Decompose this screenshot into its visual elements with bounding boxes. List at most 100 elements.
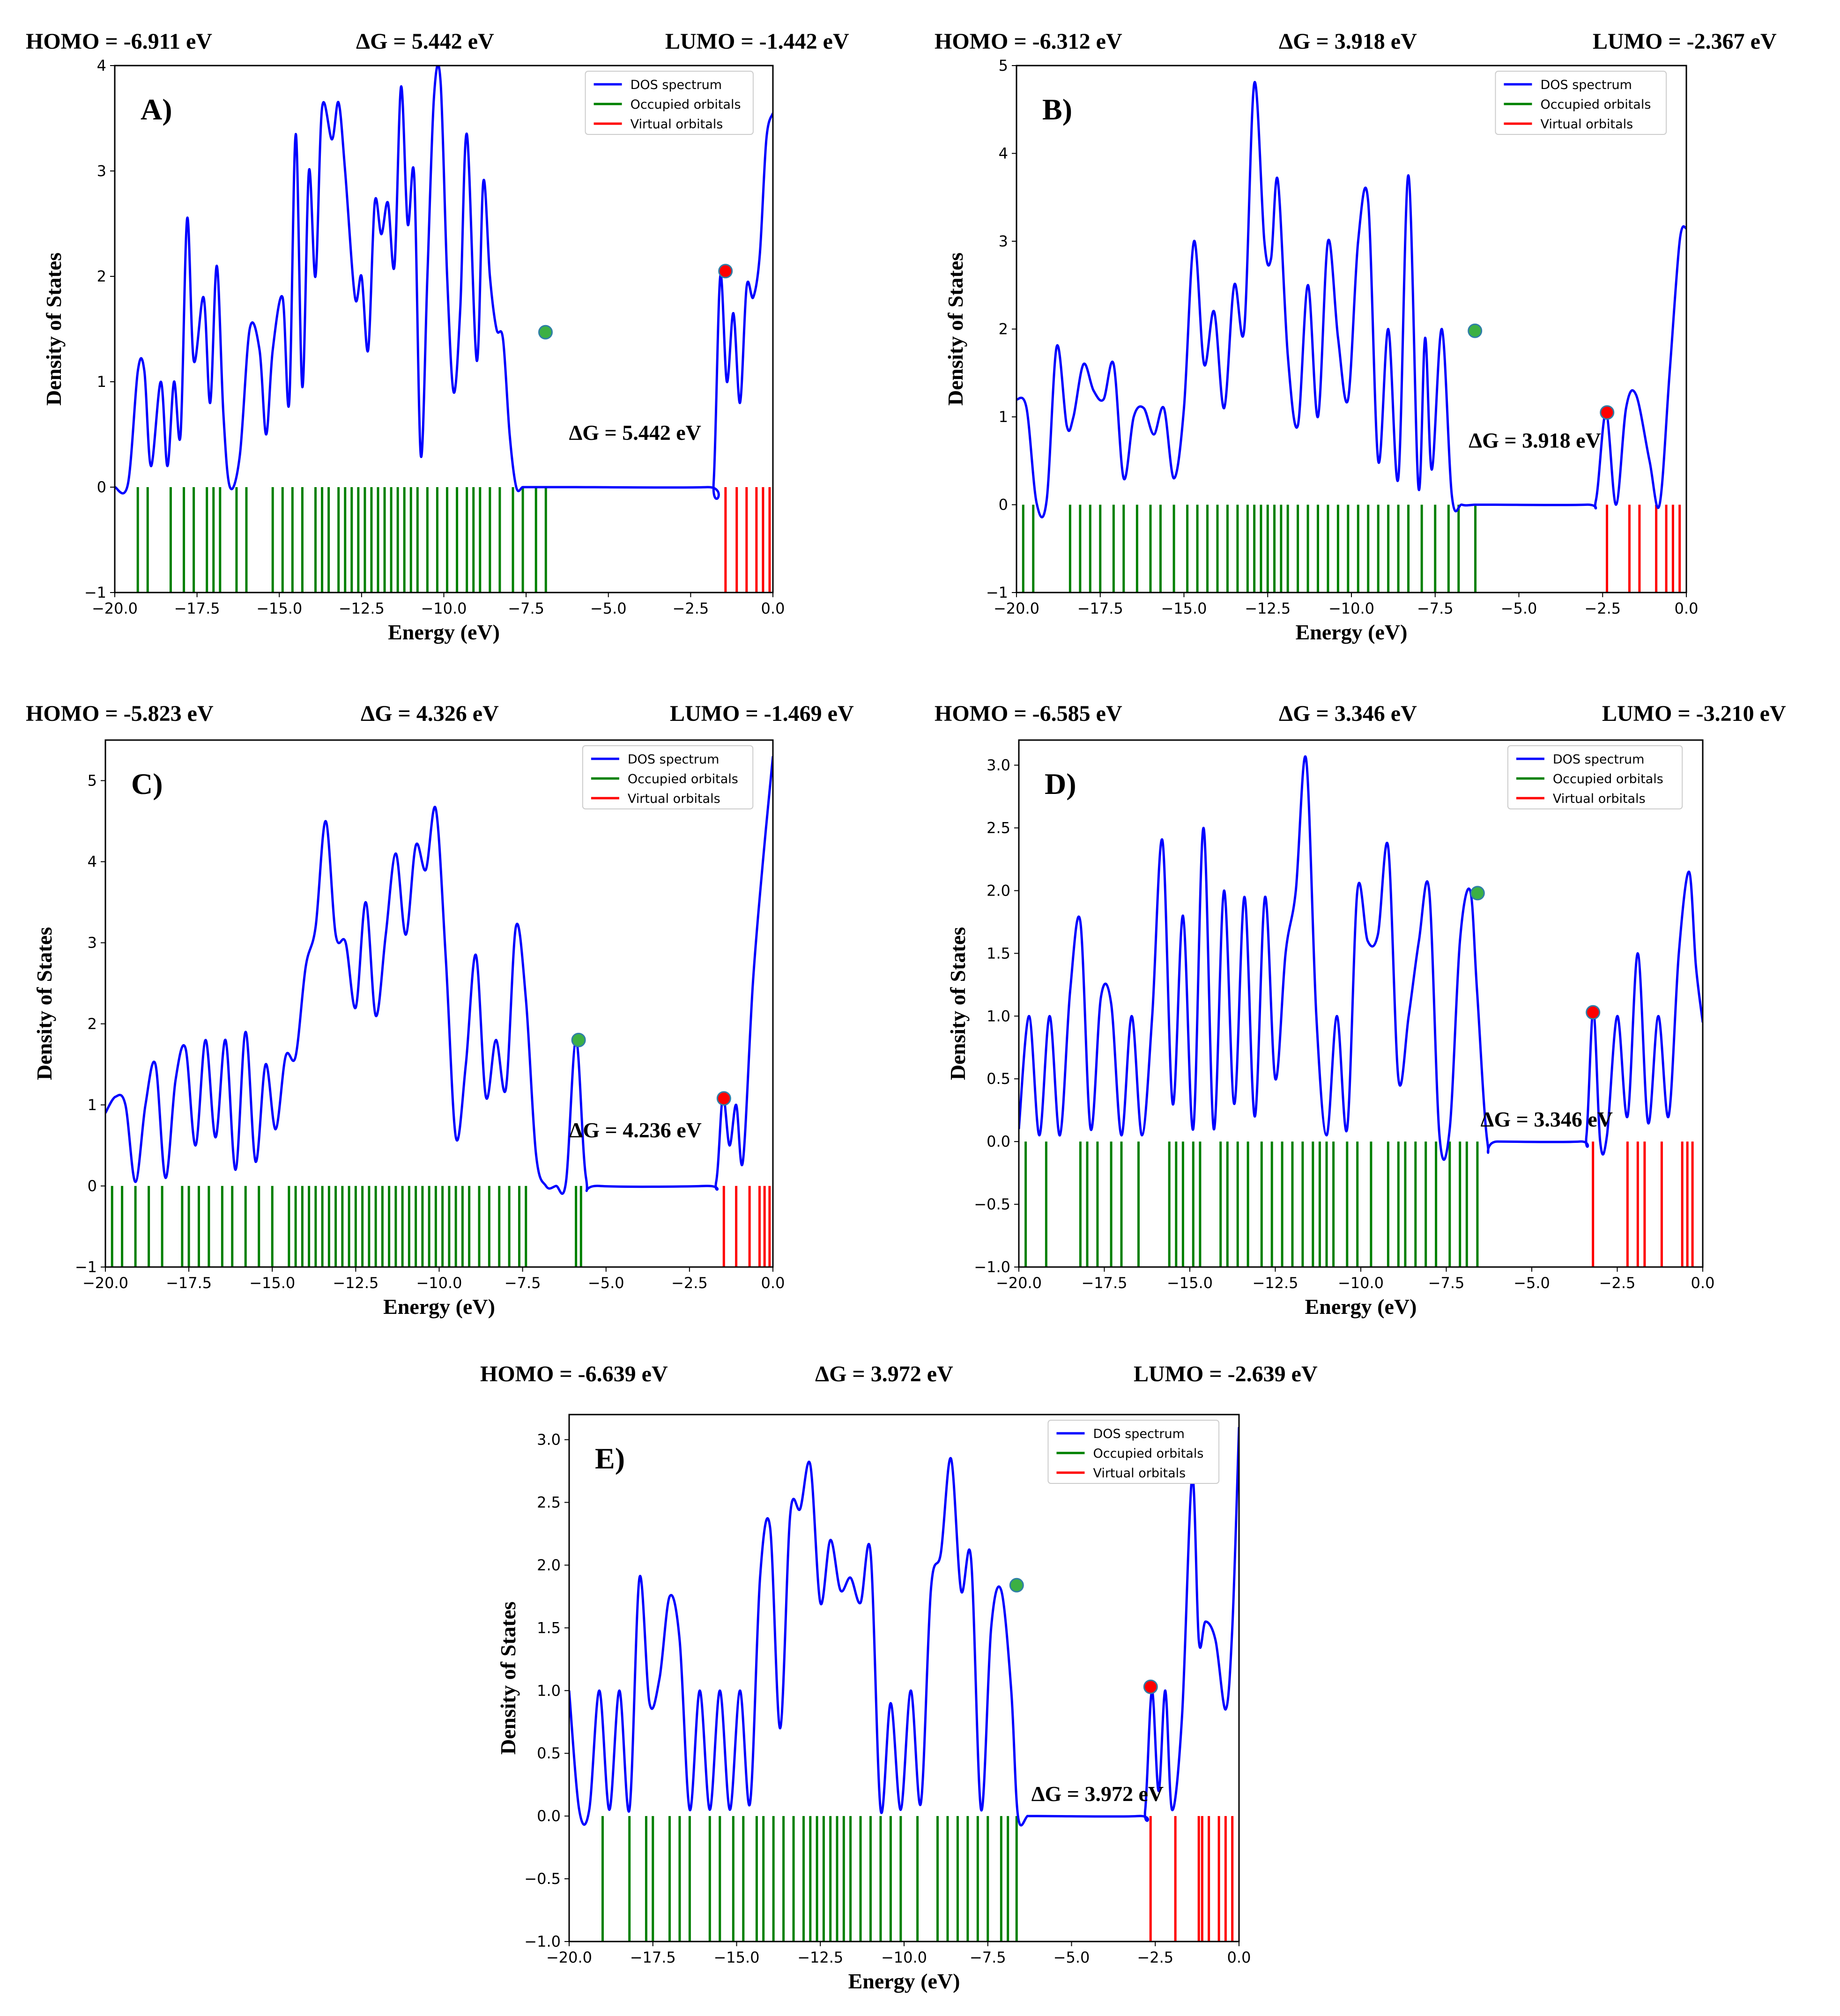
x-tick-label: −20.0: [994, 600, 1039, 617]
dos-curve: [569, 1427, 1239, 1827]
y-tick-label: 1: [97, 373, 106, 391]
lumo-marker: [1143, 1679, 1158, 1694]
legend-occupied-label: Occupied orbitals: [1553, 772, 1663, 786]
legend-virtual-label: Virtual orbitals: [631, 117, 723, 132]
legend-occupied-label: Occupied orbitals: [631, 97, 741, 112]
x-axis-label: Energy (eV): [383, 1295, 495, 1319]
x-tick-label: −2.5: [1137, 1949, 1173, 1966]
legend-dos-label: DOS spectrum: [1540, 78, 1632, 92]
orbital-sticks: [136, 487, 771, 593]
lumo-label: LUMO = -2.639 eV: [1134, 1362, 1318, 1386]
dos-curve: [1016, 81, 1686, 519]
y-tick-label: 3: [97, 162, 106, 180]
plot-frame: [104, 739, 774, 1268]
panel-label: A): [141, 93, 172, 126]
y-tick-label: 0.0: [987, 1133, 1010, 1150]
x-tick-label: −17.5: [1081, 1274, 1127, 1292]
homo-marker: [1468, 323, 1483, 338]
x-tick-label: −17.5: [1077, 600, 1123, 617]
y-tick-label: 4: [88, 853, 97, 871]
lumo-label: LUMO = -1.469 eV: [670, 701, 854, 726]
x-tick-label: −2.5: [673, 600, 709, 617]
orbital-sticks: [601, 1816, 1234, 1942]
x-axis-label: Energy (eV): [388, 620, 500, 644]
dos-chart-a: −20.0 −17.5 −15.0 −12.5 −10.0 −7.5 −5.0 −2.5 0.0…: [42, 57, 785, 644]
panel-d: HOMO = -6.585 eV ΔG = 3.346 eV LUMO = -3…: [918, 674, 1840, 1330]
legend-box: [582, 745, 754, 809]
y-axis-label: Density of States: [496, 1601, 520, 1755]
lumo-label: LUMO = -2.367 eV: [1593, 29, 1777, 54]
homo-label: HOMO = -5.823 eV: [26, 701, 214, 726]
x-tick-label: −7.5: [508, 600, 544, 617]
dos-curve: [115, 66, 773, 500]
x-tick-label: 0.0: [1227, 1949, 1251, 1966]
lumo-marker: [716, 1091, 731, 1106]
y-tick-label: 2.5: [987, 819, 1010, 837]
homo-label: HOMO = -6.312 eV: [935, 29, 1122, 54]
x-tick-label: −15.0: [256, 600, 302, 617]
x-tick-label: 0.0: [761, 1274, 785, 1292]
legend-virtual-label: Virtual orbitals: [1093, 1466, 1186, 1481]
gap-annotation: ΔG = 3.346 eV: [1481, 1107, 1613, 1131]
legend-virtual-label: Virtual orbitals: [1540, 117, 1633, 132]
gap-annotation: ΔG = 3.972 eV: [1031, 1782, 1164, 1806]
x-tick-label: −5.0: [1501, 600, 1537, 617]
homo-label: HOMO = -6.639 eV: [480, 1362, 668, 1386]
y-tick-label: 1.5: [987, 944, 1010, 962]
x-tick-label: −2.5: [671, 1274, 708, 1292]
gap-annotation: ΔG = 4.236 eV: [569, 1118, 701, 1142]
x-tick-label: −12.5: [1245, 600, 1291, 617]
gap-annotation: ΔG = 5.442 eV: [569, 421, 701, 445]
dos-chart-e: −20.0 −17.5 −15.0 −12.5 −10.0 −7.5 −5.0 −2.5 0.0…: [496, 1414, 1251, 1993]
y-axis-label: Density of States: [42, 252, 66, 406]
legend-box: [585, 71, 754, 135]
y-tick-label: 2: [999, 320, 1008, 338]
y-tick-label: 3: [999, 232, 1008, 250]
y-tick-label: 4: [97, 57, 106, 74]
x-tick-label: −5.0: [1054, 1949, 1090, 1966]
panel-e: HOMO = -6.639 eV ΔG = 3.972 eV LUMO = -2…: [459, 1349, 1349, 2005]
x-tick-label: 0.0: [761, 600, 785, 617]
x-tick-label: −10.0: [881, 1949, 927, 1966]
lumo-label: LUMO = -1.442 eV: [665, 29, 849, 54]
x-tick-label: −15.0: [1161, 600, 1207, 617]
x-tick-label: −15.0: [713, 1949, 759, 1966]
y-tick-label: −1: [75, 1258, 97, 1276]
x-axis-label: Energy (eV): [1305, 1295, 1417, 1319]
homo-marker: [1470, 886, 1485, 901]
y-tick-label: 0.5: [537, 1744, 561, 1762]
y-tick-label: 3.0: [537, 1431, 561, 1449]
dos-curve: [105, 756, 773, 1195]
x-tick-label: −20.0: [546, 1949, 592, 1966]
lumo-marker: [1586, 1005, 1601, 1020]
x-tick-label: −20.0: [996, 1274, 1042, 1292]
panel-label: D): [1045, 767, 1076, 800]
x-tick-label: −17.5: [174, 600, 220, 617]
dos-chart-d: −20.0 −17.5 −15.0 −12.5 −10.0 −7.5 −5.0 −2.5 0.0…: [946, 739, 1714, 1319]
y-tick-label: 2: [88, 1015, 97, 1033]
y-tick-label: 2.5: [537, 1494, 561, 1512]
y-tick-label: −1: [84, 584, 106, 601]
y-tick-label: 2.0: [537, 1556, 561, 1574]
y-tick-label: 4: [999, 145, 1008, 163]
y-tick-label: 2.0: [987, 882, 1010, 899]
dos-chart-b: −20.0 −17.5 −15.0 −12.5 −10.0 −7.5 −5.0 −2.5 0.0…: [943, 57, 1698, 644]
y-axis-label: Density of States: [943, 252, 967, 406]
y-tick-label: 1.5: [537, 1619, 561, 1637]
legend-dos-label: DOS spectrum: [1553, 752, 1645, 767]
x-tick-label: −5.0: [1514, 1274, 1550, 1292]
x-tick-label: −2.5: [1584, 600, 1621, 617]
y-tick-label: 3.0: [987, 756, 1010, 774]
dos-curve: [1019, 755, 1703, 1161]
x-tick-label: −12.5: [339, 600, 385, 617]
y-tick-label: 1.0: [537, 1682, 561, 1699]
x-tick-label: −12.5: [1252, 1274, 1298, 1292]
x-tick-label: −12.5: [797, 1949, 843, 1966]
x-tick-label: −10.0: [1338, 1274, 1384, 1292]
x-tick-label: −17.5: [166, 1274, 212, 1292]
homo-label: HOMO = -6.911 eV: [26, 29, 212, 54]
x-tick-label: −2.5: [1599, 1274, 1636, 1292]
y-axis-label: Density of States: [32, 927, 56, 1080]
x-axis-label: Energy (eV): [1296, 620, 1408, 644]
y-tick-label: 0: [97, 478, 106, 496]
